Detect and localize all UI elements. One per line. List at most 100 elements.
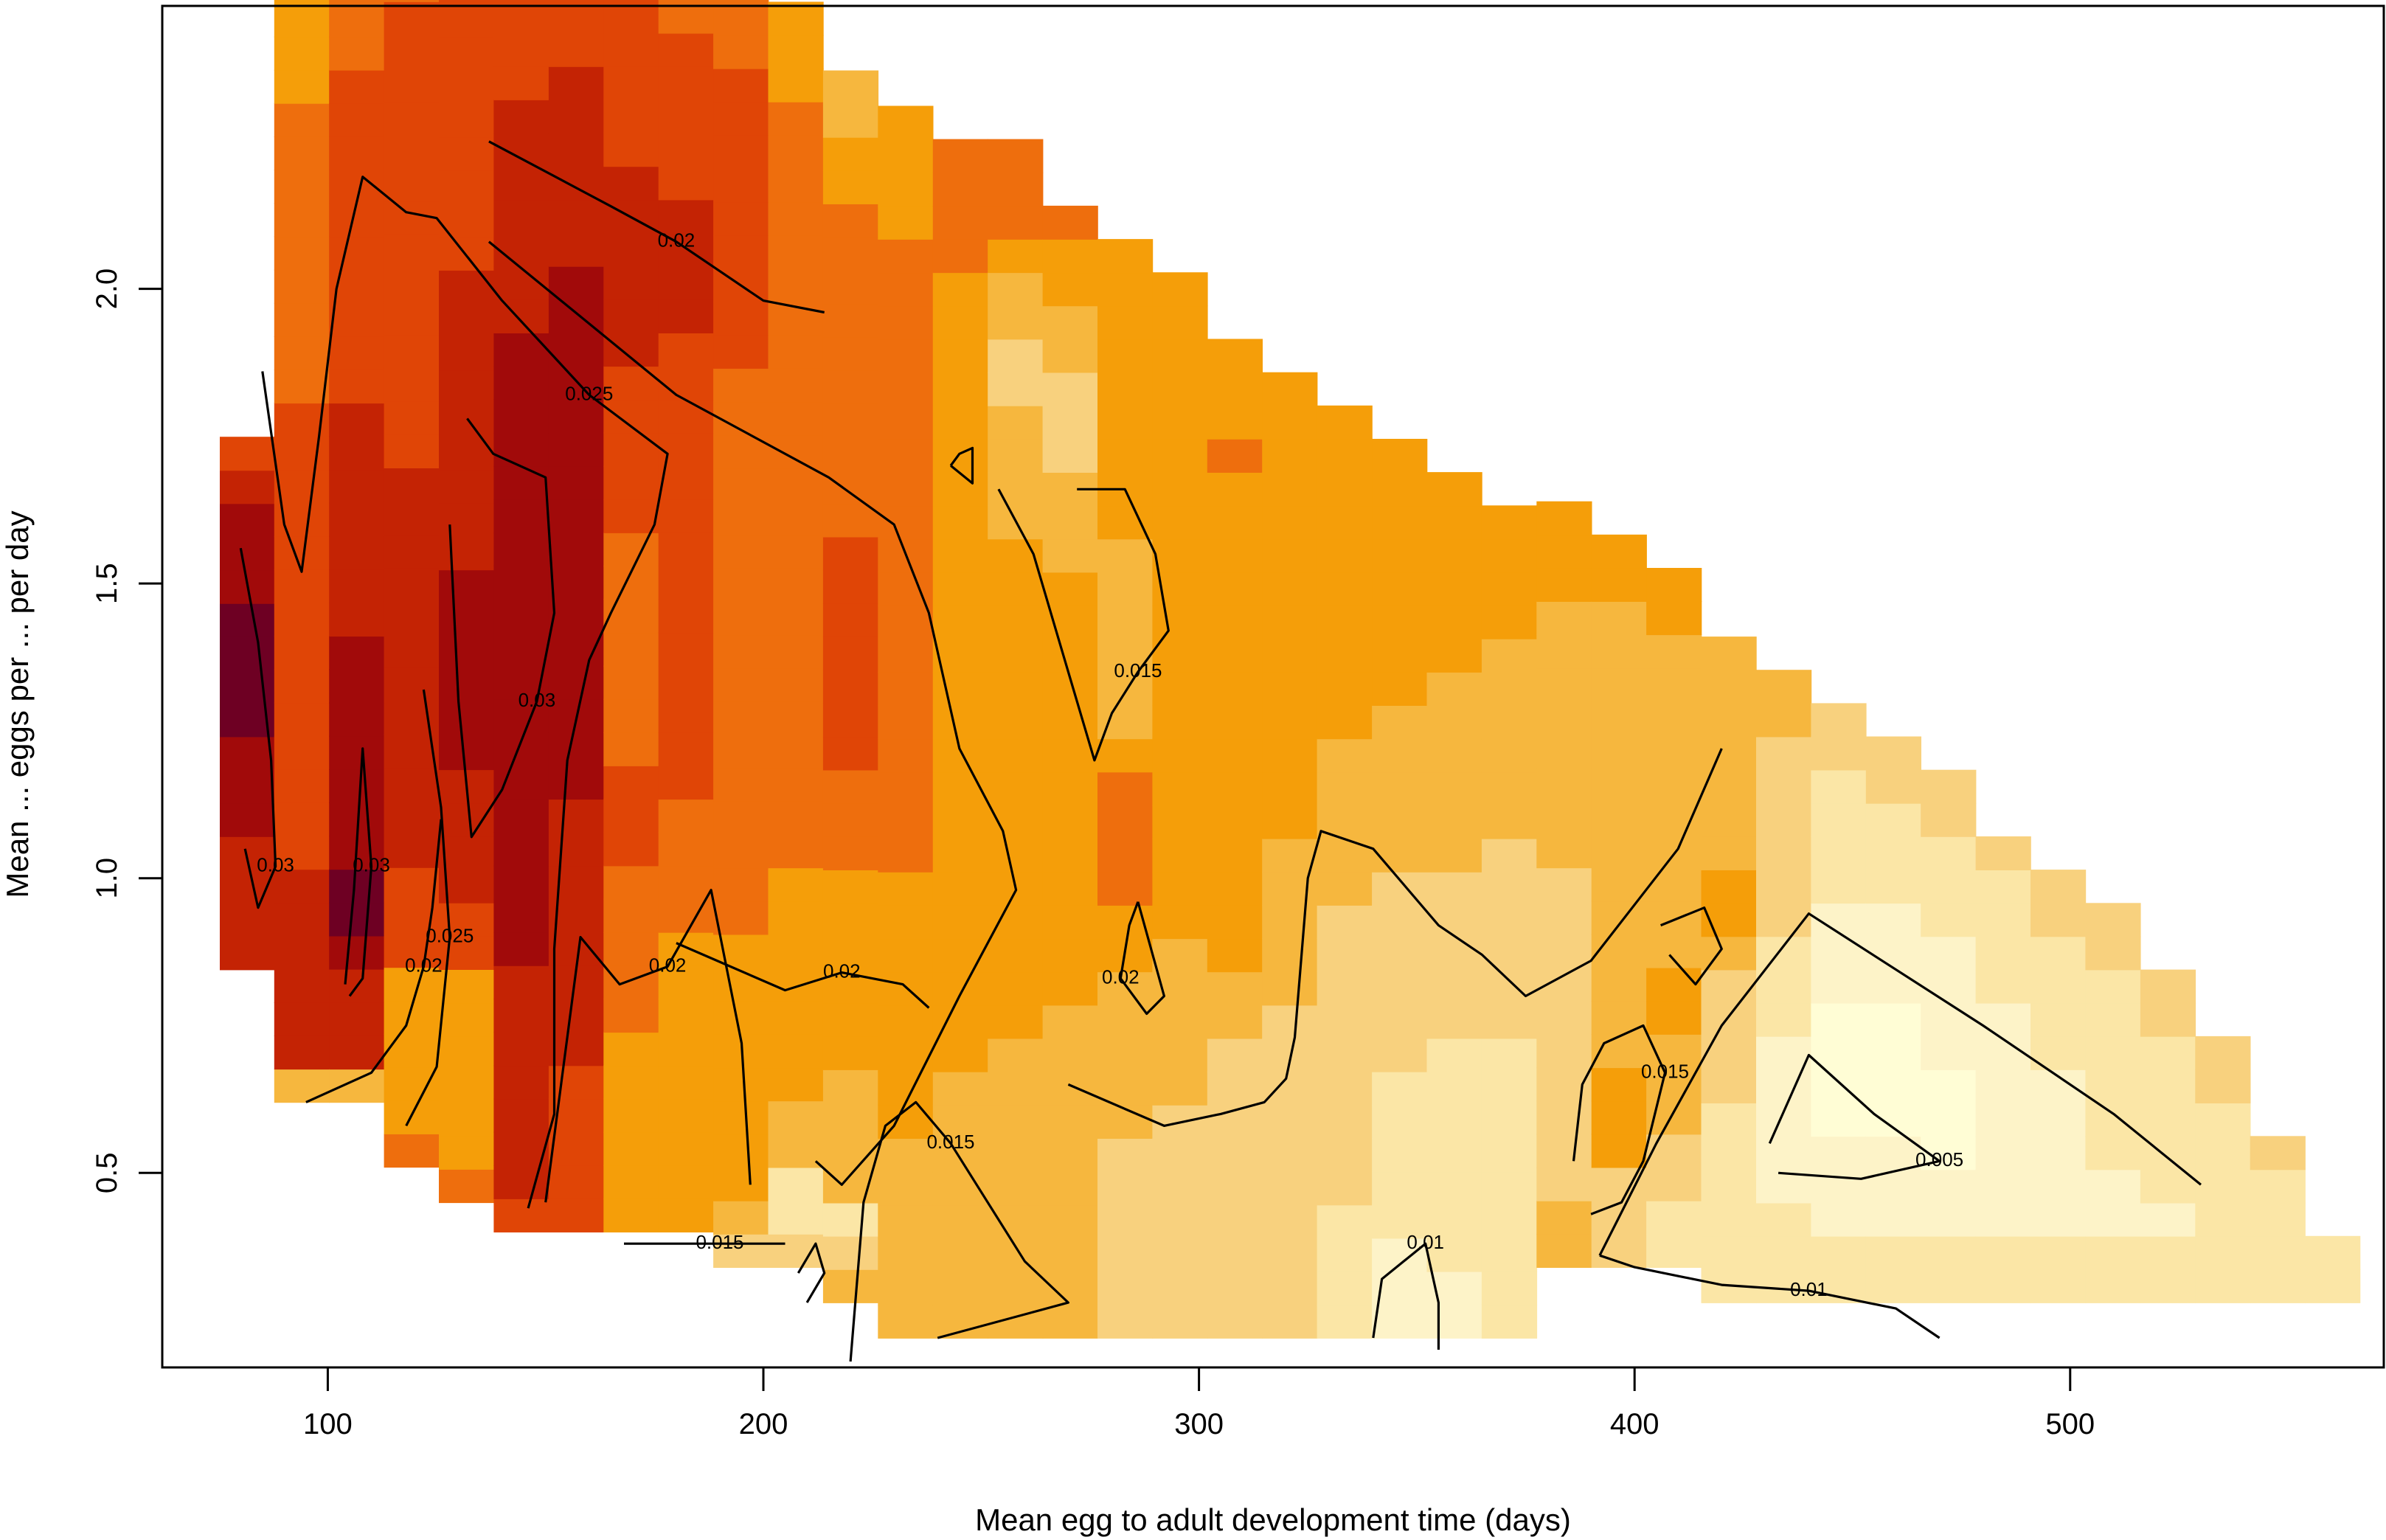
heatmap-cell (1372, 1071, 1428, 1106)
heatmap-cell (713, 0, 769, 3)
heatmap-cell (988, 572, 1044, 606)
heatmap-cell (1042, 305, 1098, 340)
heatmap-cell (603, 1165, 659, 1199)
heatmap-cell (658, 599, 714, 634)
heatmap-cell (1042, 405, 1098, 440)
heatmap-cell (329, 336, 385, 370)
heatmap-cell (822, 670, 879, 704)
heatmap-cell (988, 638, 1044, 673)
heatmap-cell (932, 1271, 988, 1305)
heatmap-cell (1536, 667, 1592, 702)
heatmap-cell (603, 32, 659, 67)
heatmap-cell (2140, 1169, 2196, 1204)
heatmap-cell (274, 36, 330, 71)
heatmap-cell (768, 1167, 824, 1201)
heatmap-cell (822, 237, 879, 271)
heatmap-cell (1042, 771, 1098, 806)
heatmap-cell (1152, 905, 1208, 940)
heatmap-cell (1317, 1005, 1373, 1039)
heatmap-cell (658, 732, 714, 766)
heatmap-cell (603, 766, 659, 800)
heatmap-cell (713, 834, 769, 869)
heatmap-cell (713, 1000, 769, 1035)
heatmap-cell (768, 368, 824, 403)
heatmap-cell (1975, 870, 2031, 904)
heatmap-cell (1372, 871, 1428, 906)
heatmap-cell (878, 738, 934, 773)
heatmap-cell (603, 999, 659, 1033)
heatmap-cell (1042, 1271, 1098, 1305)
heatmap-cell (713, 568, 769, 602)
heatmap-cell (1701, 736, 1757, 771)
heatmap-cell (768, 68, 824, 103)
heatmap-cell (274, 636, 330, 670)
heatmap-cell (768, 268, 824, 302)
heatmap-cell (439, 603, 495, 637)
heatmap-cell (713, 235, 769, 269)
heatmap-cell (768, 101, 824, 136)
heatmap-cell (1207, 1005, 1263, 1039)
heatmap-cell (878, 1071, 934, 1106)
heatmap-cell (1372, 705, 1428, 740)
heatmap-cell (220, 903, 276, 937)
contour-line (239, 547, 277, 909)
heatmap-cell (274, 836, 330, 870)
heatmap-cell (1591, 1000, 1647, 1035)
contour-label: 0.015 (1641, 1060, 1689, 1082)
heatmap-cell (1865, 1235, 1921, 1270)
heatmap-cell (768, 1200, 824, 1235)
heatmap-cell (713, 634, 769, 669)
heatmap-cell (2195, 1036, 2251, 1070)
heatmap-cell (493, 366, 549, 400)
heatmap-cell (658, 766, 714, 800)
heatmap-cell (768, 201, 824, 236)
heatmap-cell (1646, 568, 1702, 602)
heatmap-cell (768, 1000, 824, 1035)
heatmap-cell (658, 499, 714, 533)
heatmap-cell (548, 1131, 605, 1166)
heatmap-cell (932, 905, 988, 940)
heatmap-cell (2250, 1202, 2306, 1237)
heatmap-cell (1756, 1002, 1812, 1037)
heatmap-cell (1756, 703, 1812, 738)
heatmap-cell (2140, 1235, 2196, 1270)
heatmap-cell (1042, 1005, 1098, 1039)
heatmap-cell (658, 465, 714, 500)
heatmap-cell (329, 103, 385, 137)
heatmap-cell (603, 898, 659, 933)
heatmap-cell (1372, 1138, 1428, 1173)
heatmap-cell (1317, 405, 1373, 440)
heatmap-cell (1975, 1002, 2031, 1037)
heatmap-cell (603, 266, 659, 300)
heatmap-cell (1756, 769, 1812, 804)
heatmap-cell (658, 799, 714, 833)
heatmap-cell (1536, 1034, 1592, 1069)
heatmap-cell (713, 1, 769, 36)
heatmap-cell (603, 299, 659, 333)
heatmap-cell (822, 536, 879, 571)
heatmap-cell (548, 1065, 605, 1100)
heatmap-cell (1921, 836, 1977, 870)
heatmap-cell (1536, 801, 1592, 835)
heatmap-cell (1426, 705, 1482, 740)
heatmap-cell (1646, 967, 1702, 1002)
heatmap-cell (439, 370, 495, 404)
heatmap-cell (878, 638, 934, 673)
heatmap-cell (1207, 405, 1263, 440)
heatmap-cell (384, 1066, 440, 1101)
heatmap-cell (1646, 1067, 1702, 1102)
heatmap-cell (1262, 738, 1318, 773)
heatmap-cell (878, 1038, 934, 1072)
heatmap-cell (878, 705, 934, 740)
heatmap-cell (2305, 1235, 2361, 1270)
heatmap-cell (220, 503, 276, 538)
heatmap-cell (548, 1165, 605, 1199)
heatmap-cell (988, 1005, 1044, 1039)
heatmap-cell (1865, 903, 1921, 937)
heatmap-cell (768, 35, 824, 69)
heatmap-cell (384, 600, 440, 635)
heatmap-cell (1097, 1138, 1154, 1173)
heatmap-cell (1152, 272, 1208, 307)
contour-label: 0.015 (696, 1231, 743, 1253)
heatmap-cell (1591, 1067, 1647, 1102)
